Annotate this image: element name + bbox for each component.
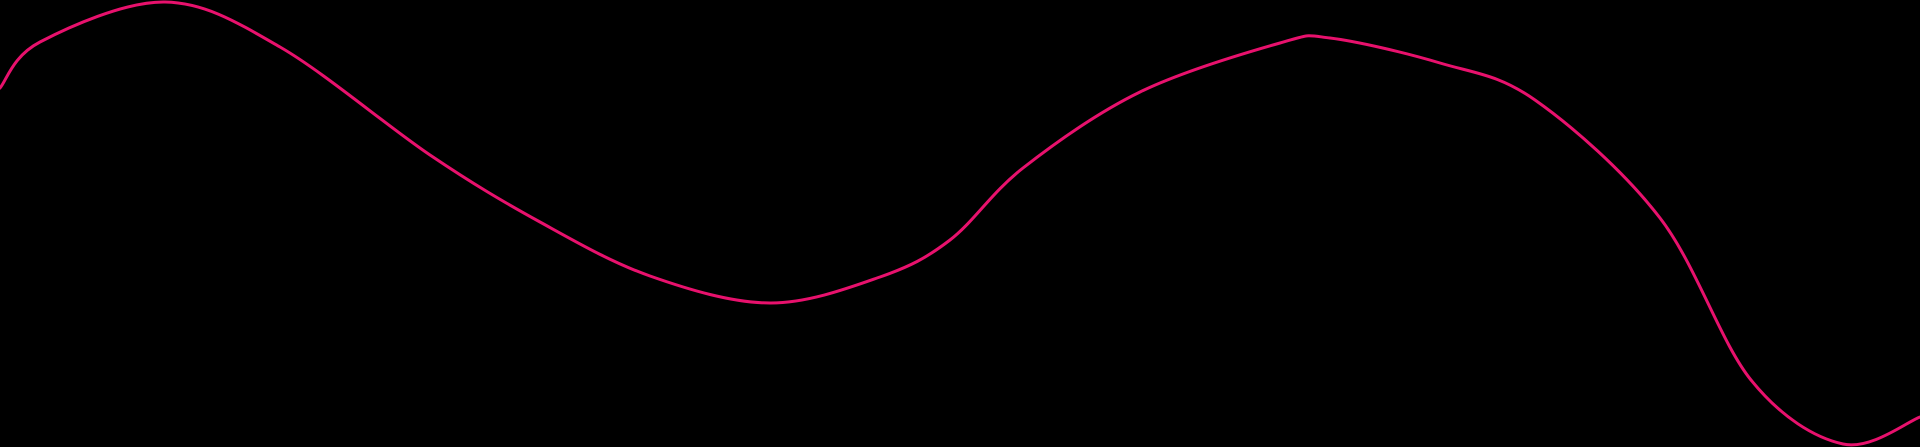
canvas-background <box>0 0 1920 447</box>
curve-plot <box>0 0 1920 447</box>
curve-line <box>0 0 1920 447</box>
